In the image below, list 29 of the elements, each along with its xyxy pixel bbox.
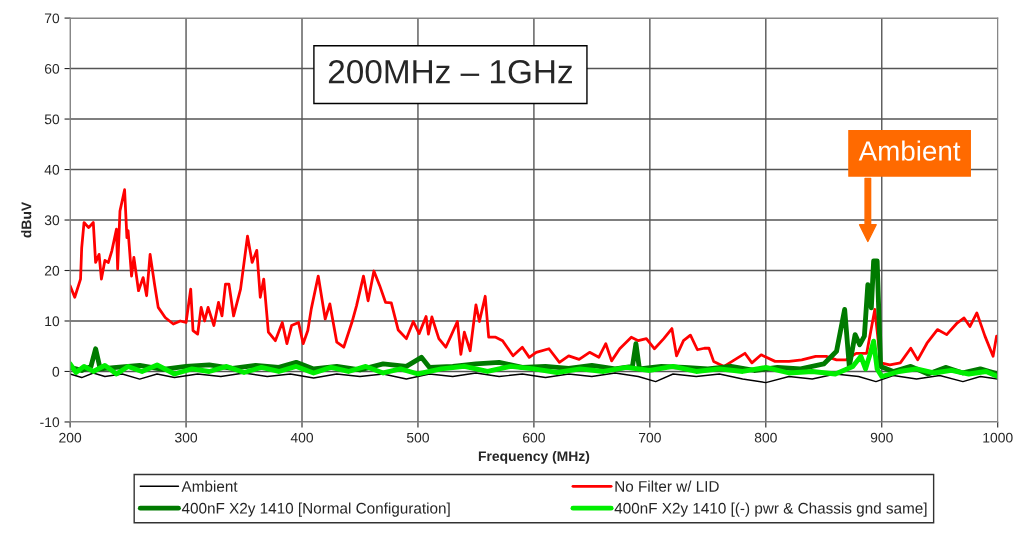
x-tick-label: 1000 <box>983 432 1013 443</box>
y-tick-label: 40 <box>44 164 60 175</box>
legend-label: 400nF X2y 1410 [(-) pwr & Chassis gnd same] <box>614 502 927 517</box>
y-tick-label: 70 <box>44 13 60 24</box>
y-tick-label: 20 <box>44 265 60 276</box>
y-tick-label: -10 <box>40 417 60 428</box>
y-tick-label: 0 <box>52 366 60 377</box>
x-tick-label: 600 <box>523 432 545 443</box>
y-tick-label: 10 <box>45 316 60 327</box>
x-tick-label: 700 <box>638 432 661 443</box>
line-series <box>70 372 998 384</box>
legend-label: Ambient <box>181 480 238 492</box>
legend-label: 400nF X2y 1410 [Normal Configuration] <box>181 502 450 517</box>
y-tick-label: 60 <box>44 63 60 74</box>
y-axis-title: dBuV <box>21 201 32 238</box>
line-series <box>70 188 998 368</box>
x-tick-label: 300 <box>175 432 198 443</box>
x-tick-label: 200 <box>59 432 82 443</box>
x-tick-label: 400 <box>290 432 314 443</box>
annotation: 200MHz – 1GHz <box>328 59 572 84</box>
line-series <box>70 338 998 379</box>
y-tick-label: 30 <box>44 215 60 226</box>
annotation: Ambient <box>858 140 961 161</box>
y-tick-label: 50 <box>44 114 60 125</box>
legend-label: No Filter w/ LID <box>615 480 719 492</box>
x-tick-label: 900 <box>870 432 893 443</box>
x-axis-title: Frequency (MHz) <box>478 450 590 464</box>
x-tick-label: 500 <box>406 432 429 443</box>
x-tick-label: 800 <box>754 432 777 443</box>
